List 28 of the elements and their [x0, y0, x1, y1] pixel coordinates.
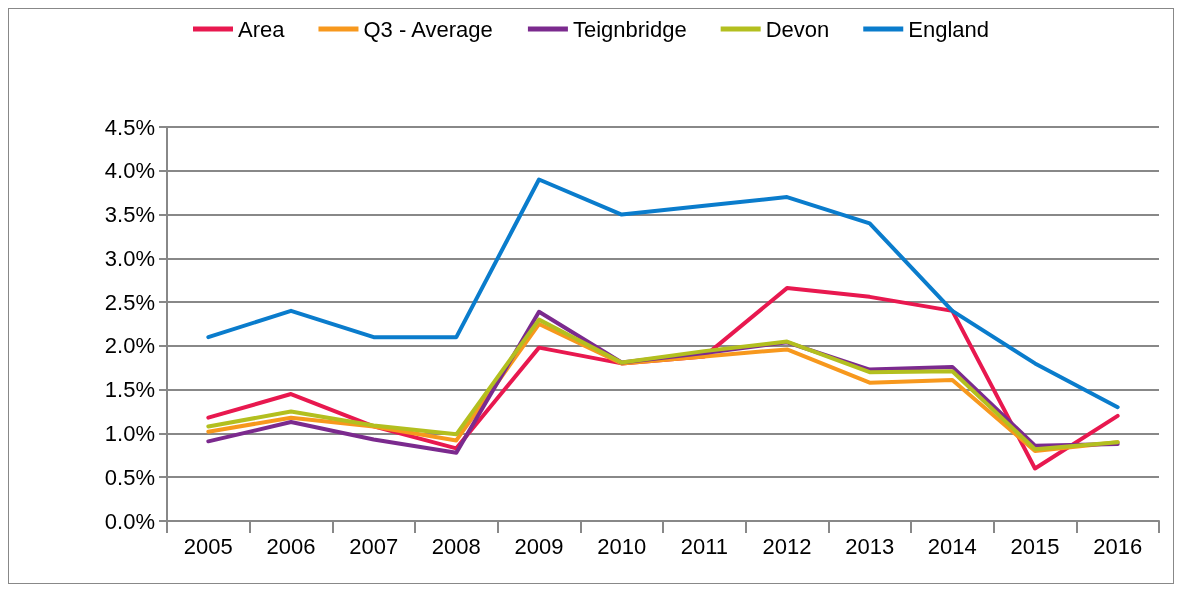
y-tick-label: 3.5%	[104, 202, 155, 228]
y-tick-label: 2.0%	[104, 333, 155, 359]
legend-label: Q3 - Average	[363, 16, 493, 42]
y-tick-label: 4.0%	[104, 158, 155, 184]
y-tick-label: 1.5%	[104, 377, 155, 403]
x-tick-label: 2013	[845, 533, 895, 559]
legend-label: Devon	[765, 16, 830, 42]
legend-label: Area	[238, 16, 286, 42]
x-tick-label: 2005	[183, 533, 233, 559]
x-tick-label: 2006	[266, 533, 316, 559]
x-tick-label: 2015	[1010, 533, 1060, 559]
y-tick-label: 0.5%	[104, 464, 155, 490]
y-tick-label: 3.0%	[104, 245, 155, 271]
y-tick-label: 2.5%	[104, 289, 155, 315]
x-tick-label: 2014	[927, 533, 977, 559]
y-tick-label: 1.0%	[104, 420, 155, 446]
x-tick-label: 2011	[680, 533, 728, 559]
x-tick-label: 2008	[431, 533, 481, 559]
x-tick-label: 2010	[597, 533, 647, 559]
x-tick-label: 2009	[514, 533, 564, 559]
legend-label: England	[908, 16, 990, 42]
legend-label: Teignbridge	[572, 16, 687, 42]
x-tick-label: 2007	[349, 533, 399, 559]
y-tick-label: 4.5%	[104, 114, 155, 140]
x-tick-label: 2012	[762, 533, 812, 559]
x-tick-label: 2016	[1093, 533, 1143, 559]
y-tick-label: 0.0%	[104, 508, 155, 534]
line-series	[206, 177, 1120, 410]
